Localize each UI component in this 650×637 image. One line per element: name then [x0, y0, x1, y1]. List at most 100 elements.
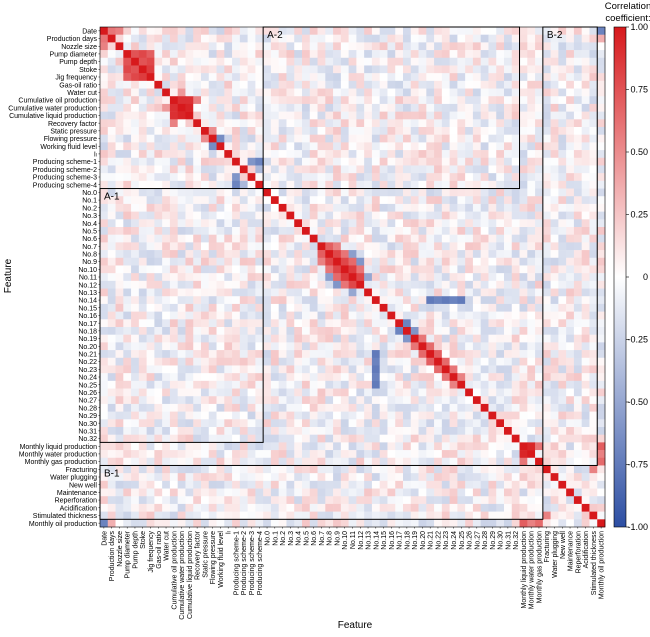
heatmap-cell — [123, 165, 132, 174]
heatmap-cell — [496, 419, 505, 428]
heatmap-cell — [107, 503, 116, 512]
heatmap-cell — [597, 434, 606, 443]
heatmap-cell — [100, 196, 109, 205]
heatmap-cell — [426, 127, 435, 135]
heatmap-cell — [504, 142, 513, 151]
heatmap-cell — [379, 511, 388, 520]
heatmap-cell — [589, 480, 598, 489]
heatmap-cell — [333, 134, 342, 143]
heatmap-cell — [519, 280, 528, 289]
heatmap-cell — [581, 203, 590, 212]
heatmap-cell — [115, 327, 124, 335]
row-label: No.29 — [78, 413, 97, 420]
heatmap-cell — [472, 188, 481, 197]
column-label: Recovery factor — [195, 530, 202, 580]
heatmap-cell — [519, 142, 528, 151]
heatmap-cell — [123, 311, 132, 320]
heatmap-cell — [597, 250, 606, 259]
heatmap-cell — [325, 457, 334, 466]
heatmap-cell — [255, 103, 264, 112]
heatmap-cell — [581, 188, 590, 197]
heatmap-cell — [589, 457, 598, 466]
heatmap-cell — [387, 196, 396, 205]
heatmap-cell — [255, 173, 264, 182]
heatmap-cell — [573, 503, 582, 512]
heatmap-cell — [286, 334, 295, 343]
heatmap-cell — [208, 442, 217, 451]
heatmap-cell — [472, 327, 481, 335]
heatmap-cell — [239, 142, 248, 151]
heatmap-cell — [573, 427, 582, 435]
heatmap-cell — [527, 150, 536, 159]
heatmap-cell — [472, 157, 481, 166]
heatmap-cell — [426, 65, 435, 74]
heatmap-cell — [208, 27, 217, 35]
heatmap-cell — [333, 365, 342, 374]
heatmap-cell — [177, 142, 186, 151]
heatmap-cell — [488, 34, 497, 43]
heatmap-cell — [519, 473, 528, 482]
heatmap-cell — [403, 180, 412, 189]
heatmap-cell — [371, 42, 380, 51]
heatmap-cell — [294, 119, 303, 128]
heatmap-cell — [527, 403, 536, 412]
heatmap-cell — [333, 288, 342, 297]
heatmap-cell — [504, 219, 513, 228]
heatmap-cell — [333, 203, 342, 212]
heatmap-cell — [581, 73, 590, 82]
heatmap-cell — [278, 119, 287, 128]
heatmap-cell — [488, 303, 497, 312]
heatmap-cell — [364, 103, 373, 112]
heatmap-cell — [581, 150, 590, 159]
heatmap-cell — [403, 73, 412, 82]
heatmap-cell — [255, 442, 264, 451]
heatmap-cell — [550, 127, 559, 135]
heatmap-cell — [434, 373, 443, 382]
heatmap-cell — [511, 419, 520, 428]
heatmap-cell — [449, 357, 458, 366]
heatmap-cell — [278, 396, 287, 405]
heatmap-cell — [216, 203, 225, 212]
heatmap-cell — [364, 350, 373, 359]
heatmap-cell — [535, 411, 544, 420]
heatmap-cell — [387, 496, 396, 505]
heatmap-cell — [278, 103, 287, 112]
heatmap-cell — [566, 165, 575, 174]
heatmap-cell — [239, 311, 248, 320]
heatmap-cell — [131, 519, 140, 528]
heatmap-cell — [154, 173, 163, 182]
heatmap-cell — [294, 65, 303, 74]
heatmap-cell — [154, 503, 163, 512]
heatmap-cell — [208, 380, 217, 389]
heatmap-cell — [325, 450, 334, 459]
heatmap-cell — [426, 465, 435, 474]
heatmap-cell — [379, 265, 388, 274]
heatmap-cell — [348, 42, 357, 51]
heatmap-cell — [138, 257, 147, 266]
heatmap-cell — [364, 427, 373, 435]
heatmap-cell — [317, 73, 326, 82]
heatmap-cell — [340, 434, 349, 443]
heatmap-cell — [566, 519, 575, 528]
heatmap-cell — [356, 334, 365, 343]
heatmap-cell — [232, 142, 241, 151]
heatmap-cell — [356, 257, 365, 266]
heatmap-cell — [449, 311, 458, 320]
heatmap-cell — [131, 265, 140, 274]
heatmap-cell — [317, 34, 326, 43]
heatmap-cell — [131, 119, 140, 128]
heatmap-cell — [325, 473, 334, 482]
heatmap-cell — [201, 80, 210, 89]
heatmap-cell — [418, 280, 427, 289]
heatmap-cell — [496, 357, 505, 366]
heatmap-cell — [449, 234, 458, 243]
heatmap-cell — [488, 457, 497, 466]
heatmap-cell — [216, 380, 225, 389]
heatmap-cell — [325, 80, 334, 89]
heatmap-cell — [449, 480, 458, 489]
heatmap-cell — [201, 480, 210, 489]
heatmap-cell — [333, 273, 342, 282]
heatmap-cell — [379, 488, 388, 497]
heatmap-cell — [224, 150, 233, 159]
heatmap-cell — [146, 157, 155, 166]
